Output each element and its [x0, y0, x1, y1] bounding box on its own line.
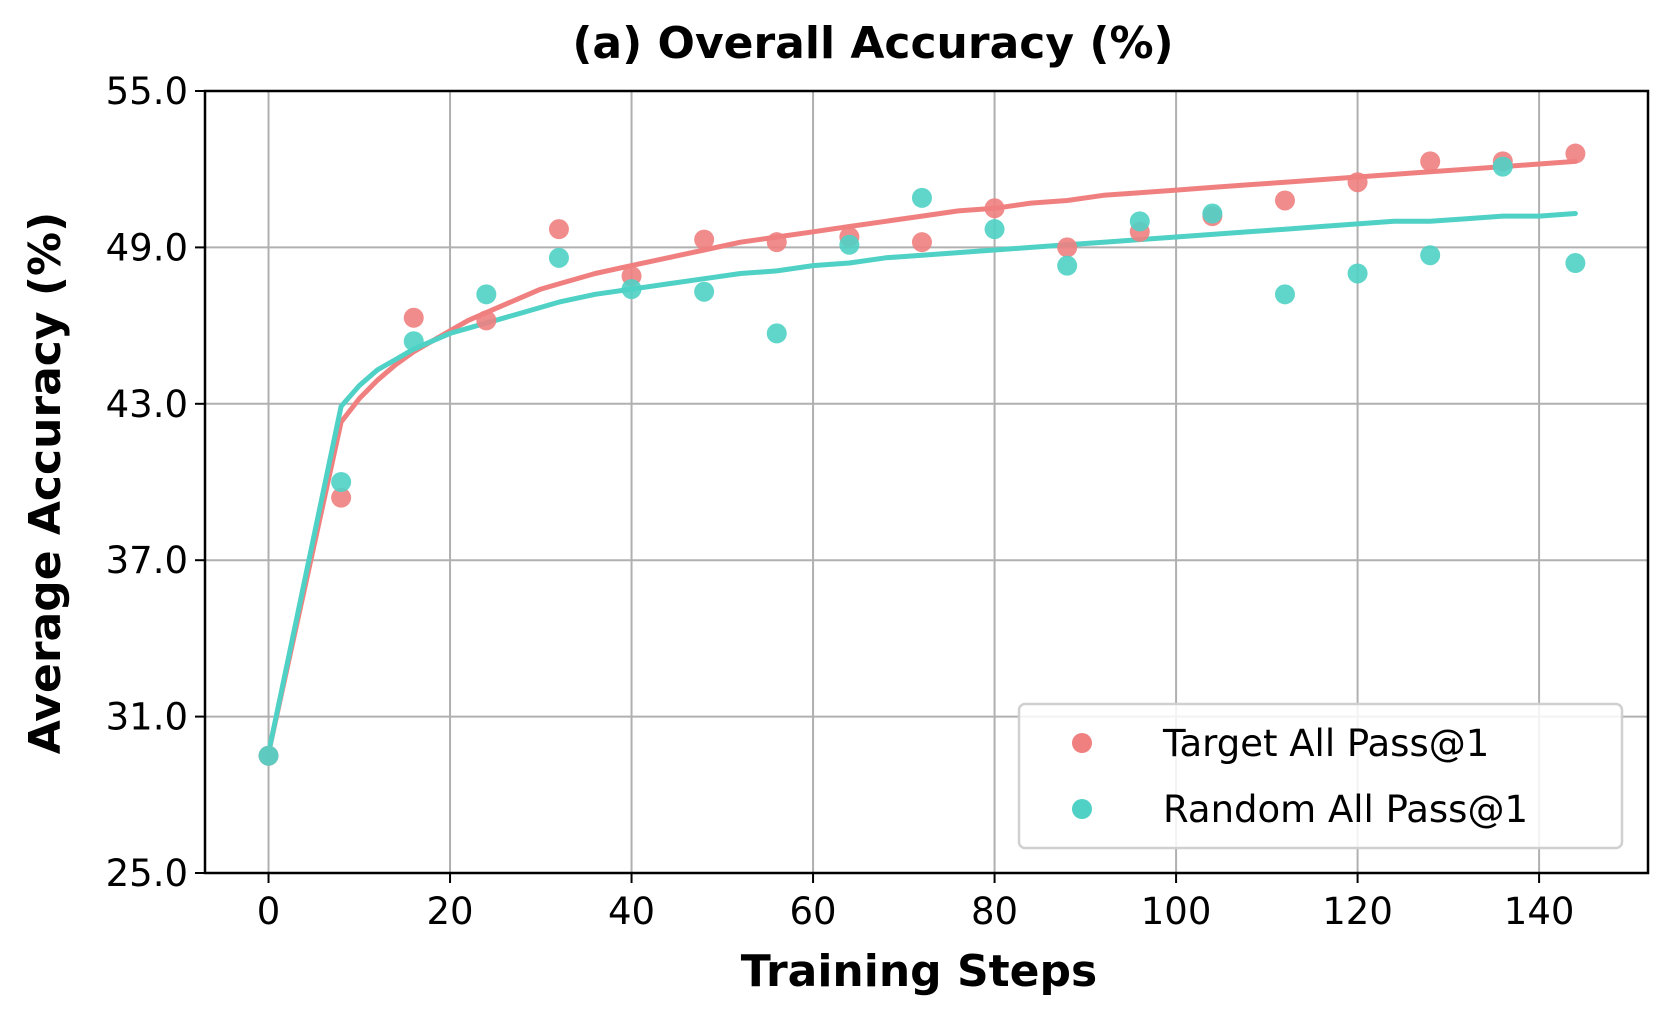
y-tick-label: 55.0: [106, 70, 188, 113]
data-point-target: [1274, 190, 1295, 211]
data-point-random: [766, 323, 787, 344]
y-axis-label: Average Accuracy (%): [20, 212, 71, 754]
y-tick-label: 37.0: [106, 539, 188, 582]
data-point-random: [476, 284, 497, 305]
y-tick-label: 25.0: [106, 852, 188, 895]
data-point-random: [694, 281, 715, 302]
y-tick-label: 31.0: [106, 696, 188, 739]
data-point-target: [1420, 151, 1441, 172]
data-point-random: [1129, 211, 1150, 232]
data-point-random: [1420, 245, 1441, 266]
y-tick-label: 43.0: [106, 383, 188, 426]
data-point-random: [911, 187, 932, 208]
legend: Target All Pass@1 Random All Pass@1: [1017, 702, 1624, 850]
data-point-target: [476, 310, 497, 331]
x-tick-label: 20: [426, 890, 473, 933]
legend-label-random: Random All Pass@1: [1163, 788, 1528, 831]
data-point-random: [621, 279, 642, 300]
fit-curves: [266, 158, 1578, 756]
data-point-random: [331, 472, 352, 492]
axes-frame: [203, 89, 1650, 875]
data-point-random: [1565, 253, 1586, 274]
data-point-target: [1057, 237, 1078, 258]
x-tick-label: 0: [257, 890, 281, 933]
data-point-target: [1347, 172, 1368, 193]
data-point-random: [548, 247, 569, 268]
x-axis-label: Training Steps: [741, 946, 1097, 997]
data-point-random: [1347, 263, 1368, 284]
data-point-random: [1492, 156, 1513, 177]
legend-label-target: Target All Pass@1: [1162, 722, 1489, 765]
x-tick-label: 80: [971, 890, 1018, 933]
y-tick-label: 49.0: [106, 226, 188, 269]
data-point-random: [984, 219, 1005, 240]
data-point-target: [331, 487, 352, 508]
x-tick-label: 120: [1322, 890, 1393, 933]
data-point-target: [403, 307, 424, 328]
legend-marker-target: [1072, 733, 1092, 753]
data-point-target: [694, 229, 715, 250]
data-point-target: [548, 219, 569, 240]
data-point-random: [839, 234, 860, 255]
x-tick-label: 140: [1504, 890, 1575, 933]
data-point-target: [911, 232, 932, 253]
x-tick-label: 60: [790, 890, 837, 933]
data-point-random: [1202, 203, 1223, 224]
fit-curve-random: [266, 211, 1578, 756]
chart-title: (a) Overall Accuracy (%): [572, 18, 1173, 69]
x-tick-label: 100: [1141, 890, 1212, 933]
legend-marker-random: [1072, 799, 1092, 819]
legend-box: [1017, 702, 1624, 850]
data-point-random: [1274, 284, 1295, 305]
axis-ticks: 0 20 40 60 80 100 120 140 25.0 31.0 37.0 43.0 49.0 55…: [106, 70, 1575, 933]
data-point-target: [984, 198, 1005, 219]
data-point-random: [403, 331, 424, 352]
data-point-target: [1565, 143, 1586, 164]
data-point-target: [766, 232, 787, 253]
data-points: [258, 143, 1586, 766]
x-tick-label: 40: [608, 890, 655, 933]
data-point-random: [258, 745, 279, 766]
data-point-random: [1057, 255, 1078, 276]
